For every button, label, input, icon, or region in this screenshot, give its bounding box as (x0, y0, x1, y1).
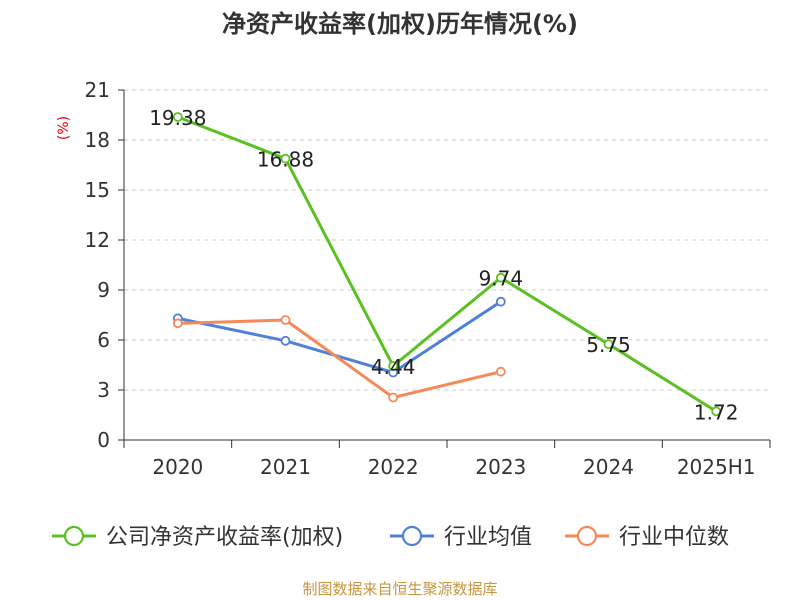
y-tick-label: 3 (97, 378, 110, 402)
legend-label: 行业中位数 (619, 525, 729, 550)
y-tick-label: 9 (97, 278, 110, 302)
data-point (280, 153, 291, 164)
y-axis-label: (%) (56, 116, 72, 140)
x-tick-label: 2022 (368, 455, 419, 479)
x-tick-label: 2024 (583, 455, 634, 479)
legend: 公司净资产收益率(加权) 行业均值 行业中位数 (52, 525, 729, 550)
data-label: 4.44 (371, 355, 416, 379)
data-point (280, 315, 291, 325)
data-point (280, 335, 291, 346)
data-labels: 19.38 16.88 4.44 9.74 5.75 1.72 (149, 106, 738, 424)
data-label: 9.74 (479, 267, 524, 291)
y-tick-label: 12 (85, 228, 110, 252)
x-tick-label: 2025H1 (677, 455, 756, 479)
data-point (495, 296, 506, 307)
legend-label: 行业均值 (444, 525, 532, 550)
chart-title: 净资产收益率(加权)历年情况(%) (222, 10, 578, 38)
data-label: 16.88 (257, 148, 314, 172)
y-tick-label: 18 (85, 128, 110, 152)
series-line (176, 318, 503, 399)
y-tick-label: 6 (97, 328, 110, 352)
x-tick-label: 2021 (260, 455, 311, 479)
data-label: 19.38 (149, 106, 206, 130)
data-point (388, 361, 399, 371)
data-point (172, 112, 183, 122)
source-note: 制图数据来自恒生聚源数据库 (302, 580, 497, 598)
data-label: 1.72 (694, 400, 739, 424)
data-label: 5.75 (586, 333, 631, 357)
data-point (388, 392, 399, 403)
x-tick-label: 2023 (475, 455, 526, 479)
legend-marker (576, 525, 598, 547)
legend-label: 公司净资产收益率(加权) (106, 525, 343, 550)
data-point (711, 406, 722, 417)
series-line (176, 300, 503, 374)
data-point (495, 366, 506, 377)
series-lines (172, 112, 722, 417)
grid-lines (124, 89, 770, 391)
series-line (176, 115, 718, 413)
y-tick-label: 21 (85, 78, 110, 102)
y-tick-label: 15 (85, 178, 110, 202)
data-point (603, 339, 614, 350)
y-tick-label: 0 (97, 428, 110, 452)
data-point (495, 272, 506, 283)
legend-marker (63, 525, 85, 547)
axes: 0 3 6 9 12 15 18 21 2020 2021 2022 2023 2024 2025H1 (85, 78, 771, 479)
legend-marker (401, 525, 423, 547)
x-tick-label: 2020 (152, 455, 203, 479)
data-point (172, 318, 183, 329)
